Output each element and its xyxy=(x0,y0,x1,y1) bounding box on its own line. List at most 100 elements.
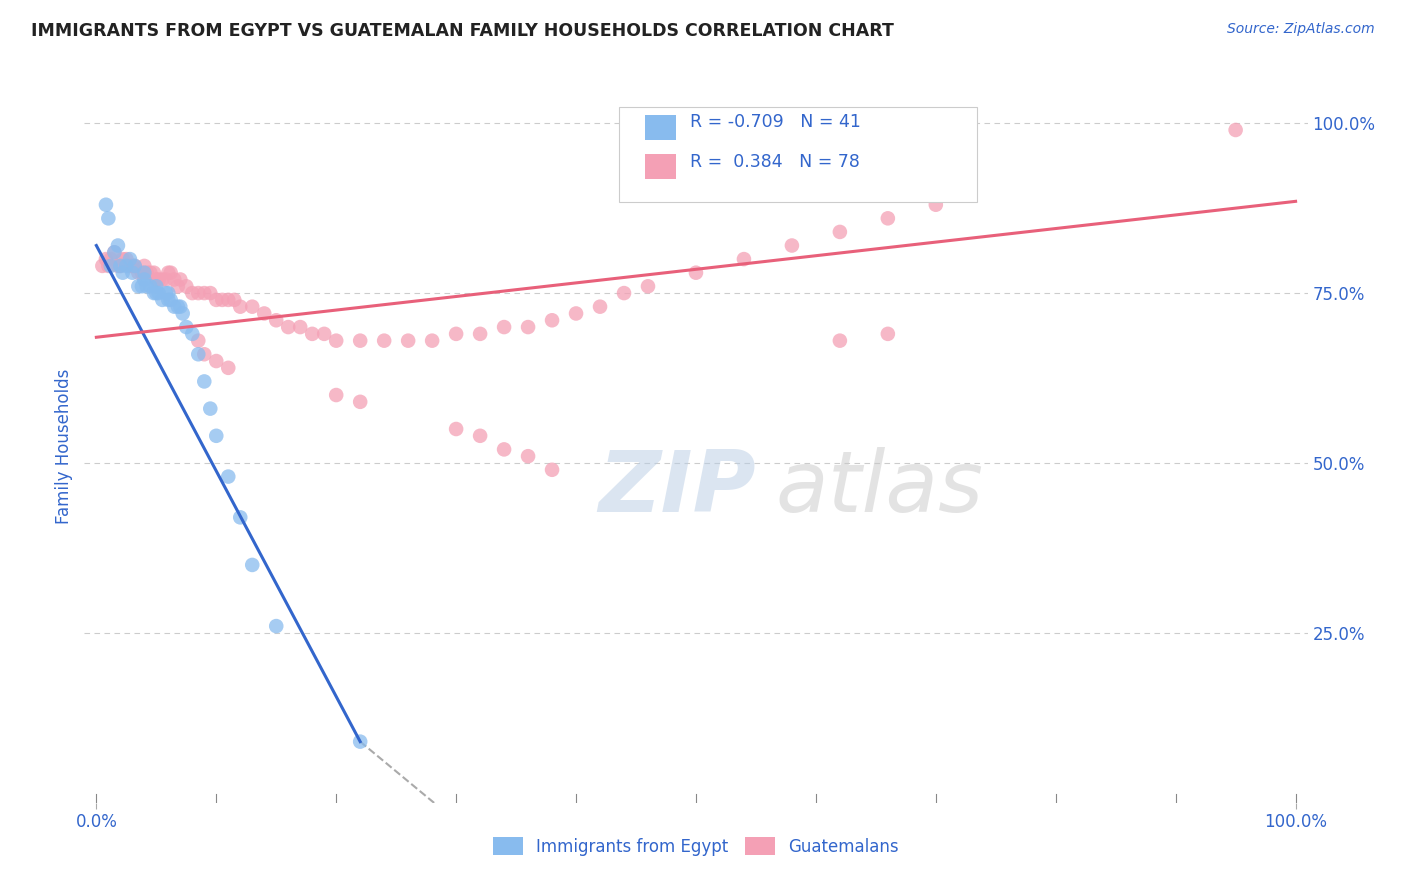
Point xyxy=(187,286,209,301)
Point xyxy=(217,293,239,307)
Point xyxy=(589,300,612,314)
Point xyxy=(1225,123,1247,137)
Point xyxy=(145,286,167,301)
Point xyxy=(118,259,141,273)
Text: IMMIGRANTS FROM EGYPT VS GUATEMALAN FAMILY HOUSEHOLDS CORRELATION CHART: IMMIGRANTS FROM EGYPT VS GUATEMALAN FAMI… xyxy=(31,22,894,40)
Point xyxy=(828,225,851,239)
Text: R =  0.384   N = 78: R = 0.384 N = 78 xyxy=(690,153,860,170)
Point xyxy=(94,252,117,266)
Point xyxy=(733,252,755,266)
Point xyxy=(224,293,246,307)
Point xyxy=(134,259,156,273)
Point xyxy=(325,334,347,348)
Point xyxy=(110,259,132,273)
Point xyxy=(135,279,157,293)
Point xyxy=(94,198,117,212)
Legend: Immigrants from Egypt, Guatemalans: Immigrants from Egypt, Guatemalans xyxy=(486,830,905,863)
Point xyxy=(229,300,252,314)
Point xyxy=(565,306,588,320)
Point xyxy=(155,272,177,286)
Point xyxy=(121,259,143,273)
Point xyxy=(111,252,134,266)
Point xyxy=(131,266,153,280)
Point xyxy=(517,320,540,334)
Point xyxy=(172,306,194,320)
Point xyxy=(925,198,948,212)
Point xyxy=(277,320,299,334)
Point xyxy=(150,272,173,286)
Point xyxy=(134,272,156,286)
Point xyxy=(517,449,540,463)
Point xyxy=(167,279,190,293)
Point xyxy=(97,259,120,273)
Point xyxy=(217,360,239,375)
Point xyxy=(876,211,898,226)
Point xyxy=(349,334,371,348)
Point xyxy=(174,320,197,334)
Point xyxy=(163,300,186,314)
Point xyxy=(349,734,371,748)
Point xyxy=(420,334,443,348)
Point xyxy=(155,286,177,301)
Point xyxy=(314,326,336,341)
Point xyxy=(187,334,209,348)
Point xyxy=(290,320,312,334)
Point xyxy=(134,266,156,280)
Point xyxy=(541,463,564,477)
Point xyxy=(145,272,167,286)
Point xyxy=(121,266,143,280)
Text: atlas: atlas xyxy=(776,447,983,531)
Point xyxy=(193,286,215,301)
Point xyxy=(780,238,803,252)
Point xyxy=(264,313,287,327)
Point xyxy=(396,334,419,348)
Point xyxy=(205,293,228,307)
Point xyxy=(828,334,851,348)
Point xyxy=(142,266,165,280)
Point xyxy=(124,259,146,273)
Point xyxy=(100,252,122,266)
Point xyxy=(181,286,204,301)
Point xyxy=(157,286,180,301)
Point xyxy=(135,266,157,280)
Point xyxy=(131,279,153,293)
Point xyxy=(349,394,371,409)
Point xyxy=(118,252,141,266)
Point xyxy=(494,442,516,457)
Point xyxy=(205,354,228,368)
Point xyxy=(200,286,222,301)
Point xyxy=(193,375,215,389)
Point xyxy=(103,245,125,260)
Point xyxy=(169,272,191,286)
Point xyxy=(111,266,134,280)
Point xyxy=(110,259,132,273)
Point xyxy=(468,326,491,341)
Point xyxy=(373,334,395,348)
Point xyxy=(91,259,114,273)
Point xyxy=(148,272,170,286)
Point xyxy=(193,347,215,361)
Point xyxy=(444,326,467,341)
Point xyxy=(200,401,222,416)
Point xyxy=(240,558,263,572)
Point xyxy=(107,238,129,252)
Point xyxy=(124,259,146,273)
Point xyxy=(157,266,180,280)
Point xyxy=(159,266,181,280)
Point xyxy=(685,266,707,280)
Text: Source: ZipAtlas.com: Source: ZipAtlas.com xyxy=(1227,22,1375,37)
Point xyxy=(876,326,898,341)
Point xyxy=(148,286,170,301)
Point xyxy=(187,347,209,361)
Point xyxy=(167,300,190,314)
Point xyxy=(100,259,122,273)
Point xyxy=(205,429,228,443)
Point xyxy=(127,266,149,280)
Point xyxy=(159,293,181,307)
Point xyxy=(107,259,129,273)
Point xyxy=(142,286,165,301)
Point xyxy=(301,326,323,341)
Point xyxy=(115,252,138,266)
Point xyxy=(211,293,233,307)
Point xyxy=(139,279,162,293)
